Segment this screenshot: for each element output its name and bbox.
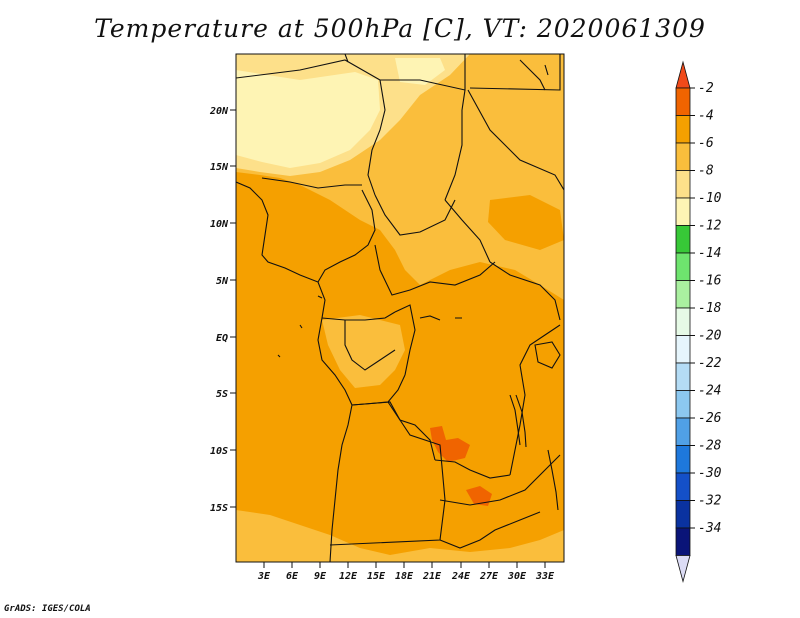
- lon-tick-label: 30E: [507, 571, 527, 582]
- colorbar-swatch: [675, 87, 691, 116]
- lon-tick-label: 27E: [479, 571, 499, 582]
- colorbar-swatch: [675, 197, 691, 226]
- lon-tick-label: 15E: [367, 571, 386, 582]
- colorbar-swatch: [675, 280, 691, 309]
- temp-fill-band-minus12-minus10: [395, 58, 445, 85]
- lon-tick-label: 12E: [339, 571, 358, 582]
- colorbar-swatch: [675, 445, 691, 474]
- country-borders: [236, 54, 564, 562]
- lat-tick-label: 5N: [216, 276, 229, 287]
- colorbar-label: -16: [698, 274, 722, 289]
- colorbar-swatch: [675, 225, 691, 254]
- colorbar-swatch: [675, 500, 691, 529]
- colorbar-label: -14: [698, 246, 721, 261]
- lon-tick-label: 33E: [535, 571, 555, 582]
- lat-tick-label: 20N: [209, 106, 229, 117]
- colorbar-label: -22: [698, 356, 722, 371]
- colorbar-label: -6: [698, 136, 714, 151]
- colorbar-swatch: [675, 335, 691, 364]
- temp-fill-band-minus6-minus4: [488, 195, 564, 250]
- lon-tick-label: 21E: [422, 571, 442, 582]
- colorbar-label: -8: [698, 164, 714, 179]
- map-frame: [235, 53, 565, 563]
- lat-tick-label: 10N: [210, 219, 229, 230]
- colorbar-swatch: [675, 362, 691, 391]
- lat-tick-label: 15S: [210, 503, 228, 514]
- colorbar-swatch: [675, 417, 691, 446]
- colorbar-swatch: [675, 472, 691, 501]
- colorbar-label: -20: [698, 329, 722, 344]
- colorbar-top-arrow: [675, 60, 691, 89]
- temp-fill-band-minus12-minus10: [236, 70, 380, 168]
- colorbar: -2 -4 -6 -8 -10 -12 -14 -16 -18 -20 -22 -24 -26 -28 -3…: [675, 60, 722, 584]
- colorbar-bottom-arrow: [675, 555, 691, 584]
- lat-tick-label: 15N: [210, 162, 229, 173]
- colorbar-label: -12: [698, 219, 722, 234]
- lon-tick-label: 9E: [314, 571, 327, 582]
- colorbar-swatch: [675, 527, 691, 556]
- colorbar-label: -2: [698, 81, 714, 96]
- colorbar-label: -26: [698, 411, 722, 426]
- temp-fill-band-minus8-minus6: [236, 510, 564, 562]
- colorbar-label: -30: [698, 466, 722, 481]
- colorbar-label: -10: [698, 191, 722, 206]
- colorbar-swatch: [675, 115, 691, 144]
- colorbar-swatch: [675, 170, 691, 199]
- colorbar-swatch: [675, 252, 691, 281]
- lat-tick-label: 10S: [210, 446, 228, 457]
- colorbar-swatch: [675, 390, 691, 419]
- colorbar-swatch: [675, 307, 691, 336]
- colorbar-label: -18: [698, 301, 722, 316]
- colorbar-swatch: [675, 142, 691, 171]
- map-panel: [236, 54, 564, 562]
- colorbar-label: -4: [698, 109, 714, 124]
- colorbar-label: -28: [698, 439, 722, 454]
- lon-tick-label: 6E: [286, 571, 299, 582]
- lon-tick-label: 24E: [451, 571, 471, 582]
- lon-tick-label: 18E: [395, 571, 414, 582]
- temp-fill-band-minus6-minus4: [245, 185, 345, 262]
- lat-axis: [230, 109, 236, 508]
- temp-fill-band-minus4-minus2: [466, 486, 492, 506]
- lon-tick-label: 3E: [257, 571, 271, 582]
- colorbar-label: -24: [698, 384, 721, 399]
- map-title: Temperature at 500hPa [C], VT: 202006130…: [94, 14, 706, 43]
- colorbar-label: -34: [698, 521, 721, 536]
- colorbar-label: -32: [698, 494, 722, 509]
- lat-tick-label: EQ: [216, 333, 228, 344]
- lat-tick-label: 5S: [216, 389, 228, 400]
- lon-axis: [263, 562, 546, 568]
- temp-fill-band-minus4-minus2: [430, 426, 470, 462]
- temp-fill-band-minus8-minus6: [322, 315, 405, 388]
- grads-credit: GrADS: IGES/COLA: [4, 604, 91, 614]
